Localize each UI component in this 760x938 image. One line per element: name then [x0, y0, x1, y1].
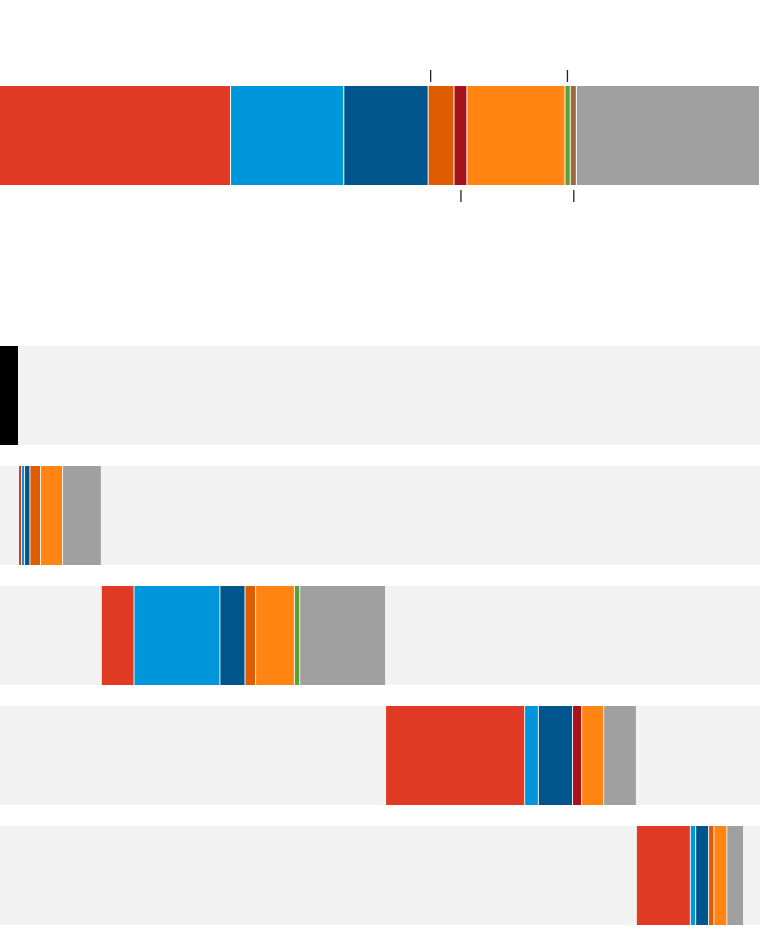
bar-segment: [604, 706, 636, 805]
bar-segment: [41, 466, 63, 565]
bar-segment: [727, 826, 744, 925]
bar-segment: [134, 586, 220, 685]
bar-segment: [709, 826, 714, 925]
bar-segment: [63, 466, 101, 565]
row-background: [0, 346, 760, 445]
bar-segment: [454, 86, 467, 185]
bar-segment: [573, 706, 582, 805]
bar-segment: [19, 466, 22, 565]
bar-segment: [696, 826, 709, 925]
bar-segment: [525, 706, 538, 805]
bar-segment: [231, 86, 344, 185]
bar-segment: [245, 586, 256, 685]
bar-segment: [101, 586, 134, 685]
row-background: [0, 466, 760, 565]
row-background: [0, 826, 760, 925]
bar-segment: [467, 86, 565, 185]
bar-segment: [22, 466, 25, 565]
bar-segment: [25, 466, 30, 565]
bar-segment: [0, 346, 18, 445]
bar-segment: [538, 706, 573, 805]
bar-segment: [570, 86, 576, 185]
bar-segment: [220, 586, 245, 685]
row-background: [0, 706, 760, 805]
bar-segment: [294, 586, 300, 685]
bar-segment: [0, 86, 231, 185]
bar-segment: [30, 466, 41, 565]
bar-segment: [576, 86, 759, 185]
bar-segment: [636, 826, 690, 925]
bar-segment: [565, 86, 570, 185]
bar-segment: [690, 826, 696, 925]
bar-segment: [300, 586, 386, 685]
bar-segment: [714, 826, 727, 925]
bar-segment: [344, 86, 428, 185]
bar-segment: [582, 706, 604, 805]
bar-segment: [256, 586, 294, 685]
bar-segment: [386, 706, 525, 805]
bar-segment: [428, 86, 454, 185]
